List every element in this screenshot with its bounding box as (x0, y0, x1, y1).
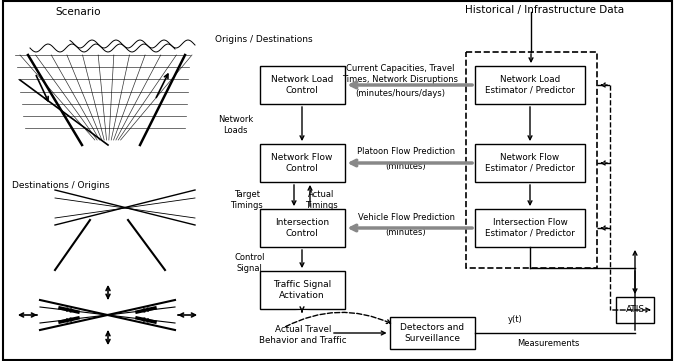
Bar (259, 144, 344, 182)
Bar (616, 297, 654, 323)
Text: (minutes/hours/days): (minutes/hours/days) (355, 88, 445, 97)
Ellipse shape (255, 318, 285, 332)
Bar (466, 52, 597, 268)
Text: Destinations / Origins: Destinations / Origins (12, 180, 109, 190)
Ellipse shape (324, 318, 352, 332)
Text: Network
Loads: Network Loads (218, 115, 253, 135)
Text: Traffic Signal
Activation: Traffic Signal Activation (273, 280, 331, 300)
Text: Network Load
Control: Network Load Control (271, 75, 333, 95)
Text: Target
Timings: Target Timings (230, 190, 263, 210)
Text: (minutes): (minutes) (385, 227, 427, 236)
Text: Scenario: Scenario (55, 7, 101, 17)
Text: Actual
Timings: Actual Timings (305, 190, 338, 210)
Text: Control
Signal: Control Signal (234, 253, 265, 273)
Text: Measurements: Measurements (517, 339, 579, 348)
Bar (259, 209, 344, 247)
Text: (minutes): (minutes) (385, 162, 427, 171)
Text: Network Load
Estimator / Predictor: Network Load Estimator / Predictor (485, 75, 575, 95)
Ellipse shape (273, 312, 297, 324)
Text: Origins / Destinations: Origins / Destinations (215, 35, 313, 44)
Text: Intersection Flow
Estimator / Predictor: Intersection Flow Estimator / Predictor (485, 218, 575, 238)
Bar (475, 144, 585, 182)
Ellipse shape (280, 324, 326, 342)
Text: ATIS: ATIS (626, 305, 645, 314)
Bar (389, 317, 475, 349)
Text: Network Flow
Estimator / Predictor: Network Flow Estimator / Predictor (485, 153, 575, 173)
Text: Current Capacities, Travel
Times, Network Disruptions: Current Capacities, Travel Times, Networ… (342, 64, 458, 84)
Text: Platoon Flow Prediction: Platoon Flow Prediction (357, 148, 455, 157)
Text: Detectors and
Surveillance: Detectors and Surveillance (400, 323, 464, 343)
Ellipse shape (287, 311, 319, 321)
Bar (475, 209, 585, 247)
Bar (475, 66, 585, 104)
Text: Vehicle Flow Prediction: Vehicle Flow Prediction (358, 213, 454, 222)
Text: Network Flow
Control: Network Flow Control (271, 153, 333, 173)
Text: Actual Travel
Behavior and Traffic: Actual Travel Behavior and Traffic (259, 325, 347, 345)
Text: y(t): y(t) (508, 316, 522, 325)
Text: Intersection
Control: Intersection Control (275, 218, 329, 238)
Bar (259, 271, 344, 309)
Text: Historical / Infrastructure Data: Historical / Infrastructure Data (465, 5, 624, 15)
Ellipse shape (308, 312, 332, 324)
Bar (259, 66, 344, 104)
